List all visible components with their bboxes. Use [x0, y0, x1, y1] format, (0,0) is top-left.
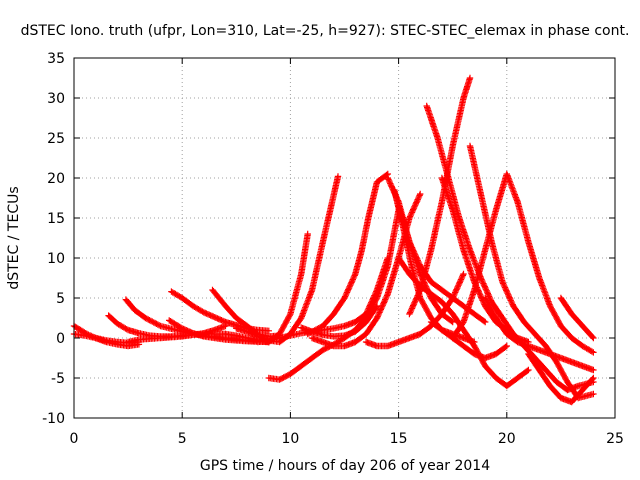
- series-arc-14: [298, 302, 381, 340]
- series-arc-25: [514, 198, 597, 356]
- series-arc-21: [423, 102, 597, 394]
- x-tick-label: 0: [70, 431, 79, 447]
- x-tick-label: 25: [606, 431, 624, 447]
- plot-frame: [73, 57, 616, 419]
- data-markers: [265, 206, 402, 383]
- x-axis-label: GPS time / hours of day 206 of year 2014: [200, 458, 490, 474]
- series-arc-12: [265, 206, 402, 383]
- data-markers: [233, 173, 342, 346]
- y-tick-label: 35: [47, 51, 65, 67]
- series-arc-30: [438, 174, 532, 346]
- data-markers: [449, 170, 521, 342]
- data-markers: [438, 174, 532, 346]
- x-tick-label: 15: [390, 431, 408, 447]
- series-arc-27: [557, 294, 597, 342]
- series-arc-28: [525, 350, 597, 406]
- y-tick-label: 0: [56, 331, 65, 347]
- series-arc-9: [233, 173, 342, 346]
- data-markers: [298, 302, 381, 340]
- x-tick-label: 5: [178, 431, 187, 447]
- series-arc-23: [449, 170, 521, 342]
- data-markers: [423, 102, 597, 394]
- data-markers: [514, 198, 597, 356]
- x-tick-label: 20: [498, 431, 516, 447]
- x-tick-label: 10: [281, 431, 299, 447]
- y-tick-label: 30: [47, 91, 65, 107]
- y-tick-label: 20: [47, 171, 65, 187]
- y-tick-label: 15: [47, 211, 65, 227]
- series-arc-8: [124, 322, 229, 346]
- data-markers: [124, 322, 229, 346]
- y-tick-label: -5: [51, 371, 65, 387]
- series-arc-13: [304, 170, 391, 338]
- data-layer: [70, 74, 597, 406]
- y-tick-label: 5: [56, 291, 65, 307]
- y-tick-label: -10: [42, 411, 65, 427]
- y-tick-label: 25: [47, 131, 65, 147]
- data-markers: [525, 350, 597, 406]
- axis-layer: 0 5 10 15 20 25 -10 -5 0 5 10 15 20 25 30 35: [42, 51, 624, 447]
- data-markers: [557, 294, 597, 342]
- data-markers: [427, 318, 510, 362]
- chart-title: dSTEC Iono. truth (ufpr, Lon=310, Lat=-2…: [21, 23, 630, 39]
- y-tick-label: 10: [47, 251, 65, 267]
- data-markers: [304, 170, 391, 338]
- grid-layer: [74, 58, 615, 418]
- y-axis-label: dSTEC / TECUs: [6, 186, 22, 289]
- series-arc-29: [427, 318, 510, 362]
